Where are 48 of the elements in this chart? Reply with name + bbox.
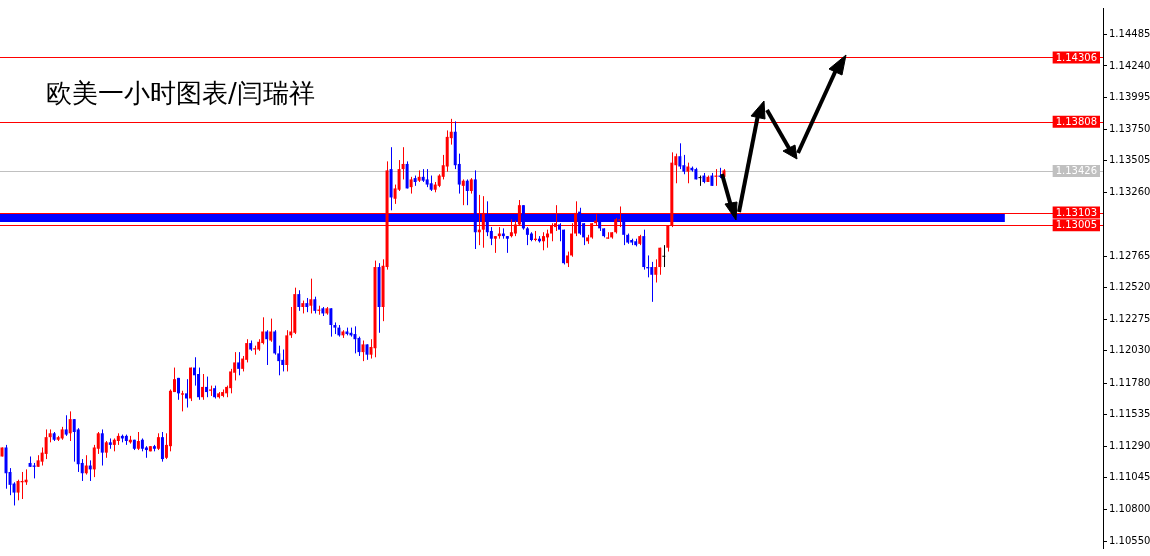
y-tick-label: 1.12275	[1109, 312, 1150, 324]
y-tick-label: 1.13260	[1109, 185, 1150, 197]
y-tick-label: 1.10550	[1109, 535, 1150, 547]
candlestick	[297, 289, 301, 312]
candlestick	[64, 414, 68, 437]
y-tick-label: 1.11535	[1109, 408, 1150, 420]
y-tick-label: 1.12030	[1109, 344, 1150, 356]
y-tick-label: 1.11290	[1109, 439, 1150, 451]
candlestick	[68, 410, 72, 442]
candlestick	[525, 226, 529, 246]
text: 欧美一小时图表/闫瑞祥	[46, 77, 315, 110]
y-tick-label: 1.13995	[1109, 91, 1150, 103]
candlestick	[465, 178, 469, 206]
ref-line-label: 1.13005	[1055, 219, 1098, 231]
y-tick-label: 1.12520	[1109, 281, 1150, 293]
ref-line-label: 1.14306	[1055, 51, 1098, 63]
ref-line-label: 1.13808	[1055, 115, 1098, 127]
y-tick-label: 1.14240	[1109, 59, 1150, 71]
candlestick	[180, 390, 184, 412]
candlestick	[84, 454, 88, 476]
candlestick	[16, 479, 20, 501]
candlestick	[281, 349, 285, 372]
candlestick	[401, 146, 405, 180]
candlestick	[100, 428, 104, 467]
candlestick	[237, 351, 241, 376]
y-tick-label: 1.14485	[1109, 28, 1150, 40]
y-tick-label: 1.10800	[1109, 502, 1150, 514]
y-tick-label: 1.13750	[1109, 122, 1150, 134]
y-tick-label: 1.11045	[1109, 471, 1150, 483]
y-tick-label: 1.13505	[1109, 154, 1150, 166]
candlestick	[698, 175, 702, 187]
candlestick	[361, 340, 365, 362]
y-tick-label: 1.12765	[1109, 249, 1150, 261]
candlestick	[44, 428, 48, 460]
candlestick	[185, 378, 189, 409]
ref-line-label: 1.13103	[1055, 206, 1098, 218]
candlestick	[201, 373, 205, 401]
candlestick	[686, 162, 690, 184]
candlestick	[72, 418, 76, 463]
candlestick	[678, 142, 682, 170]
candlestick	[269, 318, 273, 343]
candlestick	[265, 329, 269, 366]
candlestick	[461, 178, 465, 206]
y-tick-label: 1.11780	[1109, 376, 1150, 388]
candlestick	[205, 376, 209, 398]
candlestick	[489, 226, 493, 246]
candlestick	[662, 244, 666, 268]
ref-line-label: 1.13426	[1055, 165, 1098, 176]
